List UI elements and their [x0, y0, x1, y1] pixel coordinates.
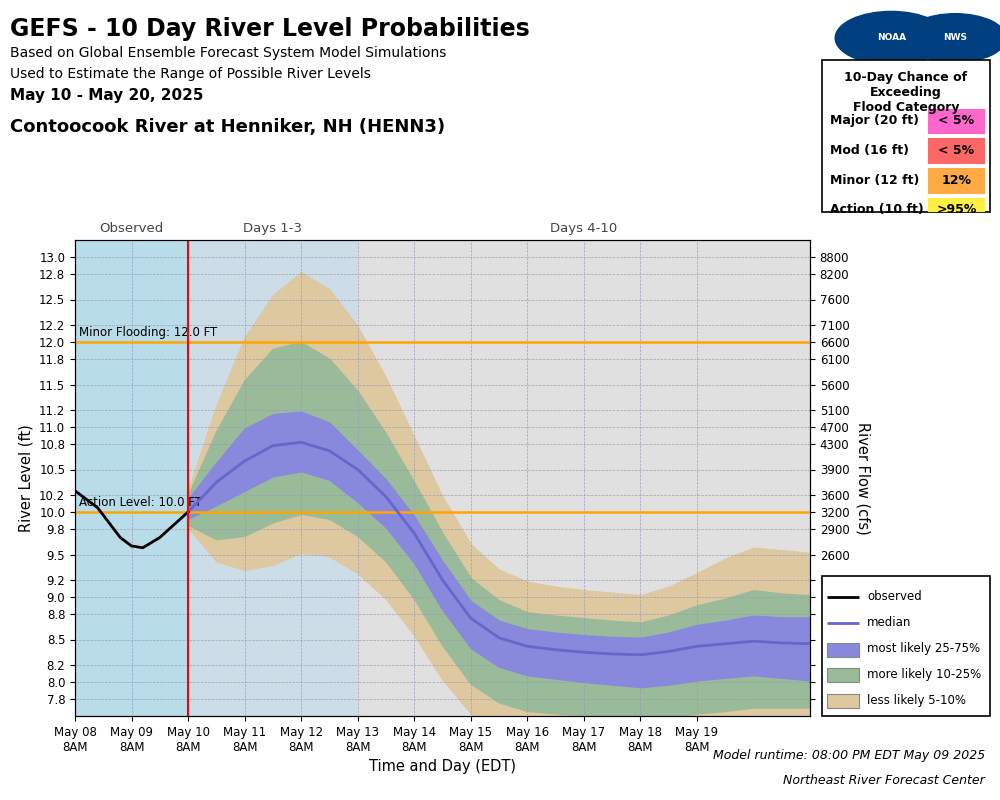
Text: more likely 10-25%: more likely 10-25% [867, 668, 982, 682]
FancyBboxPatch shape [827, 694, 859, 708]
Text: Action (10 ft): Action (10 ft) [830, 203, 924, 216]
FancyBboxPatch shape [827, 642, 859, 657]
Text: Mod (16 ft): Mod (16 ft) [830, 144, 909, 157]
FancyBboxPatch shape [822, 60, 990, 212]
Text: Based on Global Ensemble Forecast System Model Simulations: Based on Global Ensemble Forecast System… [10, 46, 446, 60]
Bar [188, 240, 358, 716]
FancyBboxPatch shape [827, 669, 859, 682]
Text: GEFS - 10 Day River Level Probabilities: GEFS - 10 Day River Level Probabilities [10, 17, 530, 41]
Text: >95%: >95% [936, 203, 977, 216]
Text: Major (20 ft): Major (20 ft) [830, 114, 919, 127]
FancyBboxPatch shape [928, 198, 985, 223]
Text: 10-Day Chance of
Exceeding
Flood Category: 10-Day Chance of Exceeding Flood Categor… [844, 70, 968, 114]
Text: Action Level: 10.0 FT: Action Level: 10.0 FT [79, 495, 202, 509]
Y-axis label: River Level (ft): River Level (ft) [18, 424, 33, 532]
Text: < 5%: < 5% [938, 114, 974, 127]
Text: median: median [867, 617, 912, 630]
Circle shape [904, 14, 1000, 62]
FancyBboxPatch shape [928, 138, 985, 164]
Text: Observed: Observed [99, 222, 164, 235]
Text: Days 1-3: Days 1-3 [243, 222, 302, 235]
Bar [358, 240, 810, 716]
Text: observed: observed [867, 590, 922, 603]
Text: Model runtime: 08:00 PM EDT May 09 2025: Model runtime: 08:00 PM EDT May 09 2025 [713, 750, 985, 762]
Text: less likely 5-10%: less likely 5-10% [867, 694, 966, 707]
Text: Days 4-10: Days 4-10 [550, 222, 617, 235]
Text: most likely 25-75%: most likely 25-75% [867, 642, 980, 655]
Circle shape [835, 11, 947, 65]
FancyBboxPatch shape [928, 168, 985, 194]
FancyBboxPatch shape [822, 576, 990, 716]
Text: < 5%: < 5% [938, 144, 974, 157]
Text: Northeast River Forecast Center: Northeast River Forecast Center [783, 774, 985, 786]
Text: NWS: NWS [943, 34, 967, 42]
Text: Contoocook River at Henniker, NH (HENN3): Contoocook River at Henniker, NH (HENN3) [10, 118, 445, 136]
Text: May 10 - May 20, 2025: May 10 - May 20, 2025 [10, 88, 204, 103]
Bar [75, 240, 188, 716]
Text: 12%: 12% [941, 174, 971, 186]
X-axis label: Time and Day (EDT): Time and Day (EDT) [369, 759, 516, 774]
Y-axis label: River Flow (cfs): River Flow (cfs) [855, 422, 870, 534]
Text: Minor (12 ft): Minor (12 ft) [830, 174, 920, 186]
FancyBboxPatch shape [928, 109, 985, 134]
Text: NOAA: NOAA [877, 34, 906, 42]
Text: Minor Flooding: 12.0 FT: Minor Flooding: 12.0 FT [79, 326, 217, 338]
Text: Used to Estimate the Range of Possible River Levels: Used to Estimate the Range of Possible R… [10, 67, 371, 81]
